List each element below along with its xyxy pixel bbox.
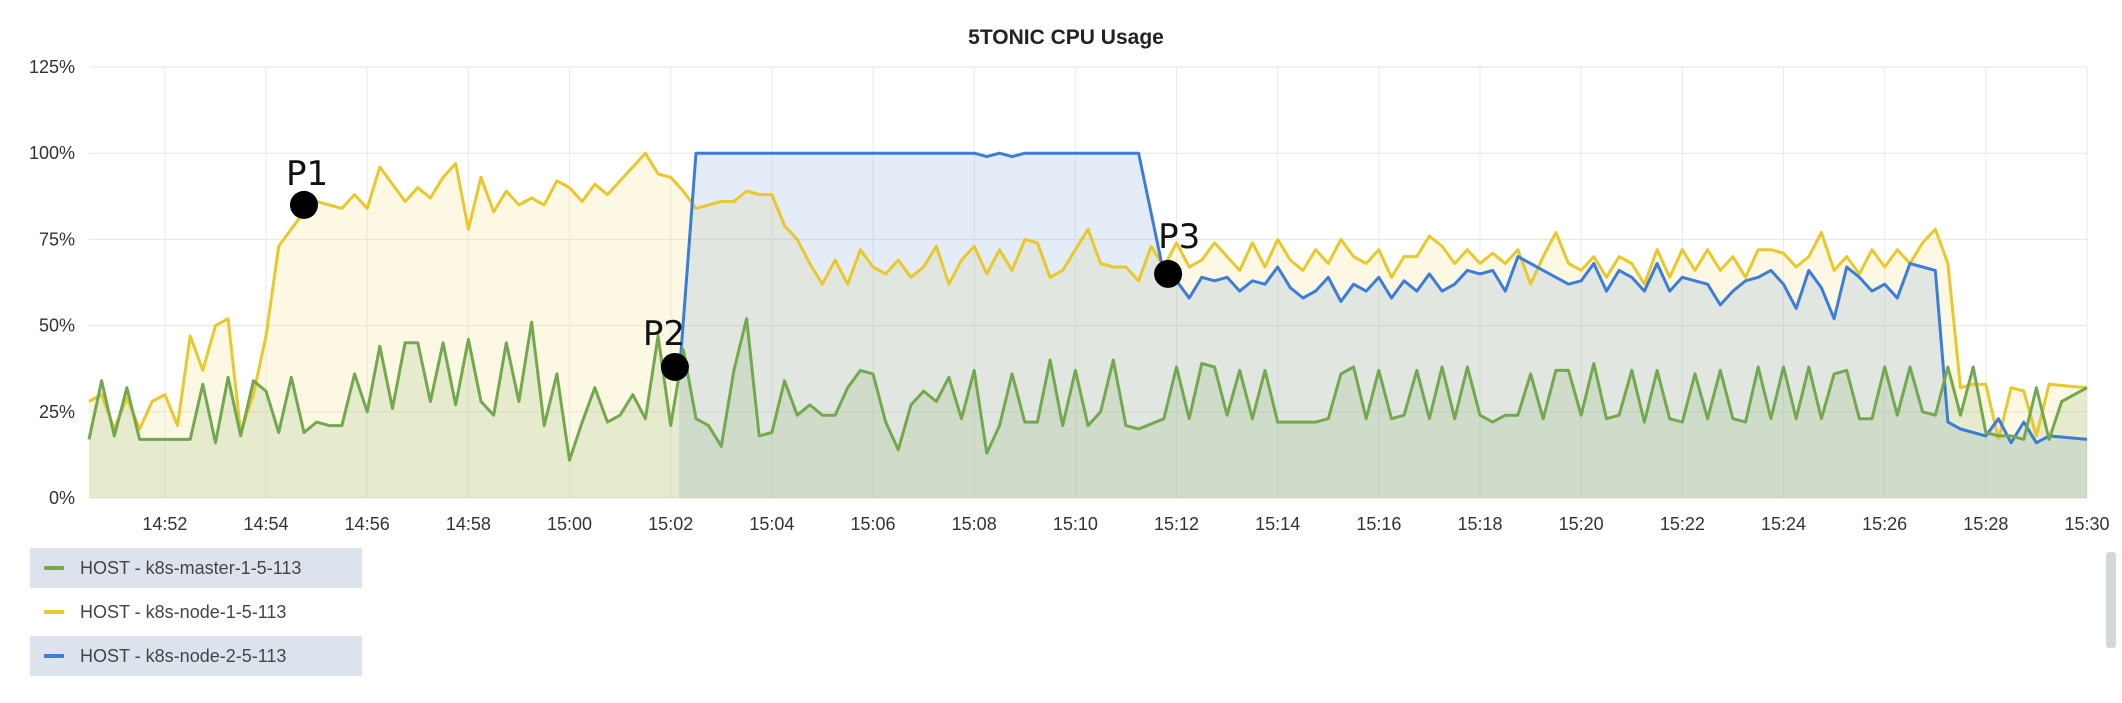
annotation-marker-p1: [289, 190, 318, 219]
y-tick-label: 100%: [29, 143, 75, 163]
y-tick-label: 25%: [39, 402, 75, 422]
x-tick-label: 14:52: [142, 514, 187, 534]
x-tick-label: 15:30: [2064, 514, 2109, 534]
legend-swatch-node-1: [44, 610, 64, 614]
series-layer: [87, 151, 2088, 498]
x-tick-label: 15:12: [1154, 514, 1199, 534]
x-tick-label: 15:06: [851, 514, 896, 534]
x-tick-label: 15:14: [1255, 514, 1300, 534]
legend-scrollbar[interactable]: [2106, 552, 2116, 648]
x-tick-label: 15:24: [1761, 514, 1806, 534]
series-line-1: [88, 151, 2088, 441]
annotation-label-p3: P3: [1158, 217, 1200, 257]
x-tick-label: 15:02: [648, 514, 693, 534]
x-tick-label: 14:54: [244, 514, 289, 534]
x-tick-label: 15:22: [1660, 514, 1705, 534]
x-tick-label: 15:20: [1559, 514, 1604, 534]
annotation-marker-p2: [660, 352, 689, 381]
x-tick-label: 15:26: [1862, 514, 1907, 534]
legend-swatch-node-2: [44, 654, 64, 658]
y-tick-label: 0%: [49, 488, 75, 508]
legend-swatch-master: [44, 566, 64, 570]
axis-layer: 0% 25% 50% 75% 100% 125% 14:52 14:54 14:56 14:58 1…: [29, 57, 2110, 534]
legend-item-node-2[interactable]: HOST - k8s-node-2-5-113: [30, 636, 362, 676]
legend-item-node-1[interactable]: HOST - k8s-node-1-5-113: [30, 592, 362, 632]
series-line-0: [87, 317, 2088, 462]
x-tick-label: 15:28: [1963, 514, 2008, 534]
y-tick-label: 125%: [29, 57, 75, 77]
annotation-layer: P1 P2 P3: [286, 154, 1200, 381]
x-tick-label: 14:58: [446, 514, 491, 534]
x-tick-label: 15:16: [1356, 514, 1401, 534]
annotation-label-p2: P2: [643, 314, 685, 354]
x-tick-label: 15:08: [952, 514, 997, 534]
x-tick-label: 15:00: [547, 514, 592, 534]
y-tick-label: 75%: [39, 229, 75, 249]
y-tick-label: 50%: [39, 316, 75, 336]
series-line-2: [677, 151, 2088, 445]
annotation-marker-p3: [1154, 259, 1183, 288]
legend-label-master: HOST - k8s-master-1-5-113: [80, 557, 302, 578]
series-area-1: [89, 153, 2087, 498]
x-tick-label: 15:04: [749, 514, 794, 534]
annotation-label-p1: P1: [286, 154, 328, 194]
legend-label-node-1: HOST - k8s-node-1-5-113: [80, 601, 287, 622]
legend-label-node-2: HOST - k8s-node-2-5-113: [80, 645, 287, 666]
x-tick-label: 14:56: [345, 514, 390, 534]
series-area-0: [89, 318, 2087, 498]
chart-title: 5TONIC CPU Usage: [968, 26, 1164, 49]
x-tick-label: 15:18: [1457, 514, 1502, 534]
series-area-2: [679, 153, 2087, 498]
legend-item-master[interactable]: HOST - k8s-master-1-5-113: [30, 548, 362, 588]
legend: HOST - k8s-master-1-5-113 HOST - k8s-nod…: [30, 548, 362, 680]
x-tick-label: 15:10: [1053, 514, 1098, 534]
